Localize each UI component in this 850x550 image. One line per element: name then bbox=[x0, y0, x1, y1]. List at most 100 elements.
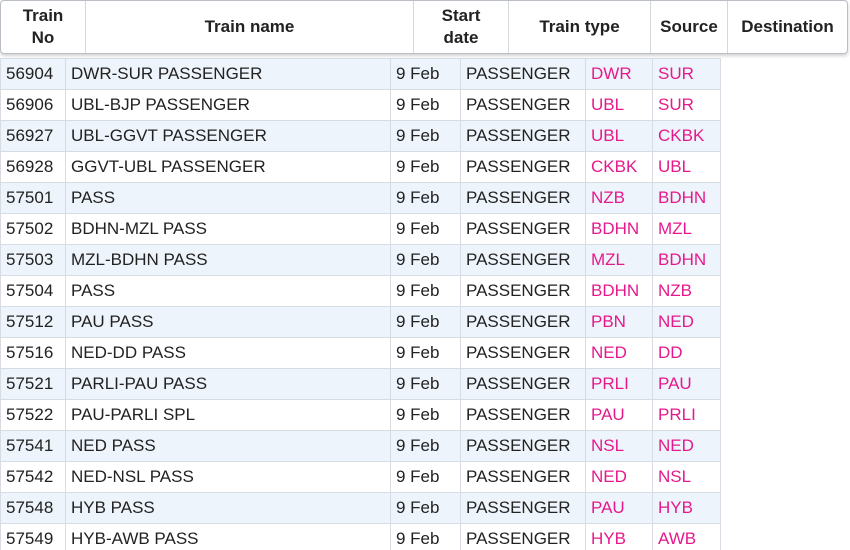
train-name: DWR-SUR PASSENGER bbox=[65, 58, 391, 90]
column-header: Train name bbox=[86, 1, 414, 53]
train-name: UBL-GGVT PASSENGER bbox=[65, 120, 391, 152]
train-type: PASSENGER bbox=[460, 492, 586, 524]
train-type: PASSENGER bbox=[460, 430, 586, 462]
table-body: 56904 DWR-SUR PASSENGER 9 Feb PASSENGER DWR S… bbox=[0, 58, 722, 550]
start-date: 9 Feb bbox=[390, 182, 461, 214]
train-no: 57542 bbox=[0, 461, 66, 493]
destination: UBL bbox=[652, 151, 721, 183]
start-date: 9 Feb bbox=[390, 523, 461, 550]
start-date: 9 Feb bbox=[390, 89, 461, 121]
start-date: 9 Feb bbox=[390, 461, 461, 493]
column-header-text: Destination bbox=[741, 17, 834, 36]
table-row: 57521 PARLI-PAU PASS 9 Feb PASSENGER PRLI PAU bbox=[0, 368, 721, 400]
train-type: PASSENGER bbox=[460, 58, 586, 90]
train-no: 57512 bbox=[0, 306, 66, 338]
train-no: 57503 bbox=[0, 244, 66, 276]
source: NED bbox=[585, 337, 653, 369]
destination: NED bbox=[652, 306, 721, 338]
destination: PRLI bbox=[652, 399, 721, 431]
train-name: PASS bbox=[65, 275, 391, 307]
table-header: Train No Train name Start date Train type So… bbox=[0, 0, 848, 54]
train-table: 56904 DWR-SUR PASSENGER 9 Feb PASSENGER DWR S… bbox=[0, 58, 721, 550]
train-no: 57502 bbox=[0, 213, 66, 245]
column-header: Source bbox=[651, 1, 728, 53]
start-date: 9 Feb bbox=[390, 244, 461, 276]
train-type: PASSENGER bbox=[460, 306, 586, 338]
destination: PAU bbox=[652, 368, 721, 400]
start-date: 9 Feb bbox=[390, 275, 461, 307]
start-date: 9 Feb bbox=[390, 368, 461, 400]
train-no: 57516 bbox=[0, 337, 66, 369]
source: PBN bbox=[585, 306, 653, 338]
source: UBL bbox=[585, 120, 653, 152]
table-row: 57512 PAU PASS 9 Feb PASSENGER PBN NED bbox=[0, 306, 721, 338]
source: NSL bbox=[585, 430, 653, 462]
table-row: 57542 NED-NSL PASS 9 Feb PASSENGER NED NSL bbox=[0, 461, 721, 493]
table-row: 56927 UBL-GGVT PASSENGER 9 Feb PASSENGER UBL… bbox=[0, 120, 721, 152]
train-no: 57501 bbox=[0, 182, 66, 214]
train-no: 57548 bbox=[0, 492, 66, 524]
column-header-text: Train name bbox=[204, 17, 295, 36]
train-name: NED-DD PASS bbox=[65, 337, 391, 369]
train-type: PASSENGER bbox=[460, 151, 586, 183]
column-header: Train type bbox=[509, 1, 651, 53]
source: PAU bbox=[585, 492, 653, 524]
destination: NED bbox=[652, 430, 721, 462]
column-header-text: Train No bbox=[22, 6, 64, 47]
destination: HYB bbox=[652, 492, 721, 524]
start-date: 9 Feb bbox=[390, 151, 461, 183]
train-no: 57541 bbox=[0, 430, 66, 462]
start-date: 9 Feb bbox=[390, 337, 461, 369]
source: UBL bbox=[585, 89, 653, 121]
start-date: 9 Feb bbox=[390, 430, 461, 462]
source: BDHN bbox=[585, 275, 653, 307]
train-type: PASSENGER bbox=[460, 244, 586, 276]
source: PRLI bbox=[585, 368, 653, 400]
train-type: PASSENGER bbox=[460, 399, 586, 431]
source: NED bbox=[585, 461, 653, 493]
destination: DD bbox=[652, 337, 721, 369]
table-row: 56904 DWR-SUR PASSENGER 9 Feb PASSENGER DWR S… bbox=[0, 58, 721, 90]
train-no: 57521 bbox=[0, 368, 66, 400]
table-row: 57502 BDHN-MZL PASS 9 Feb PASSENGER BDHN MZL bbox=[0, 213, 721, 245]
train-no: 56927 bbox=[0, 120, 66, 152]
start-date: 9 Feb bbox=[390, 58, 461, 90]
source: BDHN bbox=[585, 213, 653, 245]
start-date: 9 Feb bbox=[390, 213, 461, 245]
source: PAU bbox=[585, 399, 653, 431]
train-no: 56928 bbox=[0, 151, 66, 183]
table-row: 57504 PASS 9 Feb PASSENGER BDHN NZB bbox=[0, 275, 721, 307]
train-type: PASSENGER bbox=[460, 182, 586, 214]
table-row: 56906 UBL-BJP PASSENGER 9 Feb PASSENGER UBL S… bbox=[0, 89, 721, 121]
train-type: PASSENGER bbox=[460, 275, 586, 307]
table-row: 57549 HYB-AWB PASS 9 Feb PASSENGER HYB AWB bbox=[0, 523, 721, 550]
column-header: Start date bbox=[414, 1, 509, 53]
train-no: 57504 bbox=[0, 275, 66, 307]
train-no: 56906 bbox=[0, 89, 66, 121]
source: HYB bbox=[585, 523, 653, 550]
train-type: PASSENGER bbox=[460, 337, 586, 369]
destination: MZL bbox=[652, 213, 721, 245]
train-name: PAU-PARLI SPL bbox=[65, 399, 391, 431]
train-name: PAU PASS bbox=[65, 306, 391, 338]
source: CKBK bbox=[585, 151, 653, 183]
start-date: 9 Feb bbox=[390, 306, 461, 338]
start-date: 9 Feb bbox=[390, 120, 461, 152]
train-name: NED PASS bbox=[65, 430, 391, 462]
train-name: BDHN-MZL PASS bbox=[65, 213, 391, 245]
table-row: 57522 PAU-PARLI SPL 9 Feb PASSENGER PAU PRLI bbox=[0, 399, 721, 431]
train-name: UBL-BJP PASSENGER bbox=[65, 89, 391, 121]
source: MZL bbox=[585, 244, 653, 276]
train-name: PARLI-PAU PASS bbox=[65, 368, 391, 400]
train-type: PASSENGER bbox=[460, 89, 586, 121]
table-row: 56928 GGVT-UBL PASSENGER 9 Feb PASSENGER CKB… bbox=[0, 151, 721, 183]
train-name: HYB PASS bbox=[65, 492, 391, 524]
train-name: GGVT-UBL PASSENGER bbox=[65, 151, 391, 183]
train-type: PASSENGER bbox=[460, 523, 586, 550]
train-name: MZL-BDHN PASS bbox=[65, 244, 391, 276]
destination: CKBK bbox=[652, 120, 721, 152]
table-row: 57516 NED-DD PASS 9 Feb PASSENGER NED DD bbox=[0, 337, 721, 369]
source: NZB bbox=[585, 182, 653, 214]
train-no: 57549 bbox=[0, 523, 66, 550]
